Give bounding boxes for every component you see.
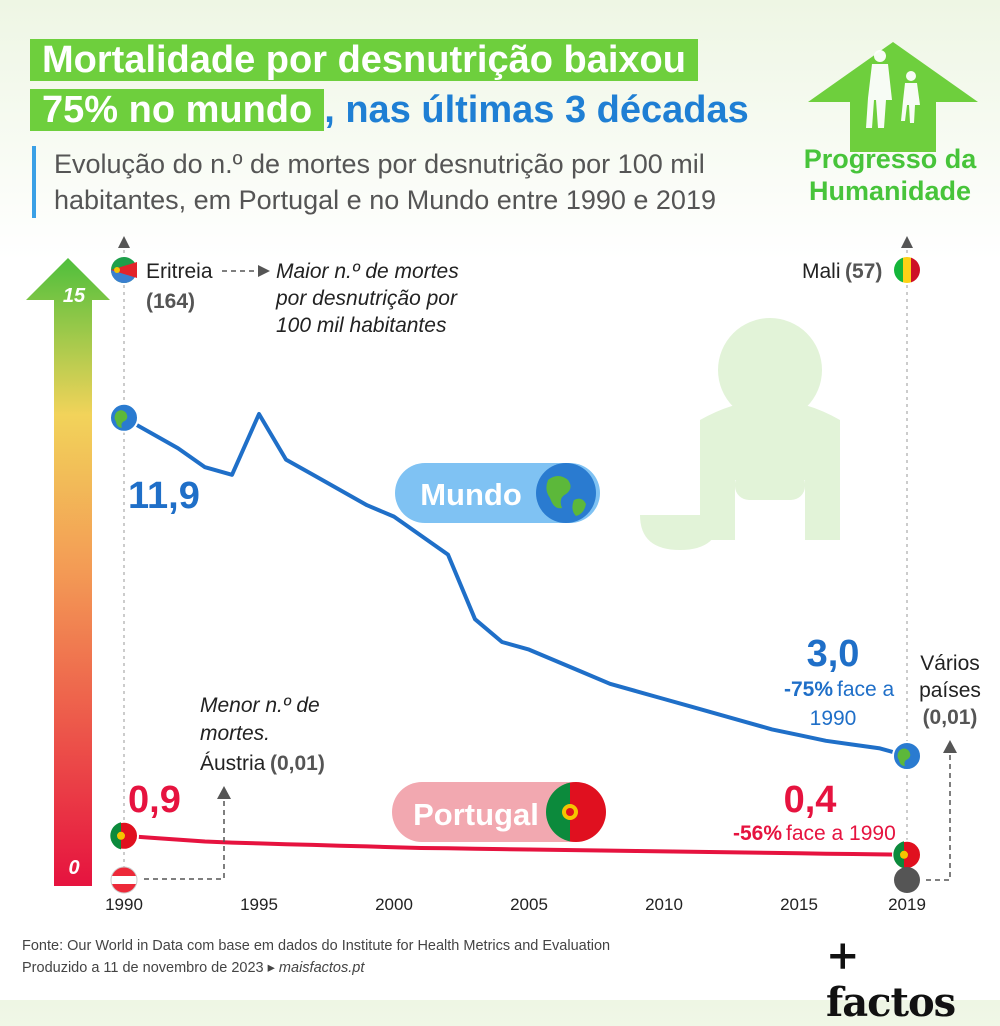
max-2019-value-label: (57) [845,260,882,283]
portugal-flag-icon [109,820,139,851]
y-axis [26,258,110,886]
brand-line-1: Progresso da [803,144,977,174]
x-tick-label: 2010 [645,895,683,914]
site-link[interactable]: maisfactos.pt [278,960,365,976]
brand-logo: + factos [826,932,956,1026]
arrow-up-icon [217,786,231,799]
pt-change-pct: -56% [733,822,782,845]
source-note: Fonte: Our World in Data com base em dad… [22,938,611,954]
world-tag-label: Mundo [420,477,522,512]
world-change-year: 1990 [810,707,857,730]
various-countries-marker [894,867,920,893]
max-note-line-1: Maior n.º de mortes [276,260,459,283]
produced-note: Produzido a 11 de novembro de 2023 ▸ mai… [22,960,364,976]
mali-flag-icon [894,257,920,283]
world-series-tag [395,463,600,523]
y-tick-label: 0 [68,857,79,879]
series-layer [109,402,922,870]
globe-icon [892,741,922,771]
malnourished-person-icon [640,318,840,550]
min-value-label: (0,01) [270,752,325,775]
arrow-up-icon [118,236,130,248]
brand-line-2: Humanidade [808,176,972,206]
progress-arrow-icon [808,42,978,152]
title-highlight: 75% no mundo [30,89,325,131]
world-change-text: face a [837,678,895,701]
min-2019-line-2: países [919,679,981,702]
arrow-right-icon [258,265,270,277]
min-note-line-2: mortes. [200,722,270,745]
series-line-mundo [123,412,908,758]
title-rest: , nas últimas 3 décadas [324,89,749,131]
pt-change-text: face a 1990 [786,822,896,845]
pt-start-value: 0,9 [128,779,181,821]
min-country-label: Áustria [200,752,266,775]
subtitle: Evolução do n.º de mortes por desnutriçã… [32,146,754,218]
arrow-up-icon [943,740,957,753]
x-tick-label: 1990 [105,895,143,914]
austria-flag-icon [110,866,138,894]
x-tick-label: 2000 [375,895,413,914]
pt-tag-label: Portugal [413,797,539,832]
x-tick-label: 2015 [780,895,818,914]
min-2019-value: (0,01) [923,706,978,729]
brand-title: Progresso da Humanidade [800,143,980,207]
portugal-flag-icon [892,839,922,870]
world-start-value: 11,9 [128,475,200,517]
max-2019-country-label: Mali [802,260,841,283]
page-title: Mortalidade por desnutrição baixou [30,34,698,86]
x-axis: 1990 1995 2000 2005 2010 2015 2019 [105,895,926,914]
max-value-label: (164) [146,290,195,313]
min-note-line-1: Menor n.º de [200,694,320,717]
title-line-1: Mortalidade por desnutrição baixou [30,39,698,81]
page-title-line-2: 75% no mundo, nas últimas 3 décadas [30,84,749,136]
pt-end-value: 0,4 [784,779,837,821]
world-change-pct: -75% [784,678,833,701]
eritrea-flag-icon [111,257,137,283]
arrow-up-icon [901,236,913,248]
x-tick-label: 2019 [888,895,926,914]
min-2019-line-1: Vários [920,652,980,675]
y-tick-label: 15 [63,285,86,307]
x-tick-label: 2005 [510,895,548,914]
max-country-label: Eritreia [146,260,213,283]
globe-icon [109,402,139,433]
produced-date: Produzido a 11 de novembro de 2023 ▸ [22,960,275,976]
x-tick-label: 1995 [240,895,278,914]
line-chart: 15 0 Eritreia (164) Maior n.º de mortes … [26,236,981,914]
max-note-line-2: por desnutrição por [275,287,458,310]
series-line-portugal [123,833,908,857]
pointer-line [922,755,951,881]
world-end-value: 3,0 [807,633,860,675]
max-note-line-3: 100 mil habitantes [276,314,447,337]
